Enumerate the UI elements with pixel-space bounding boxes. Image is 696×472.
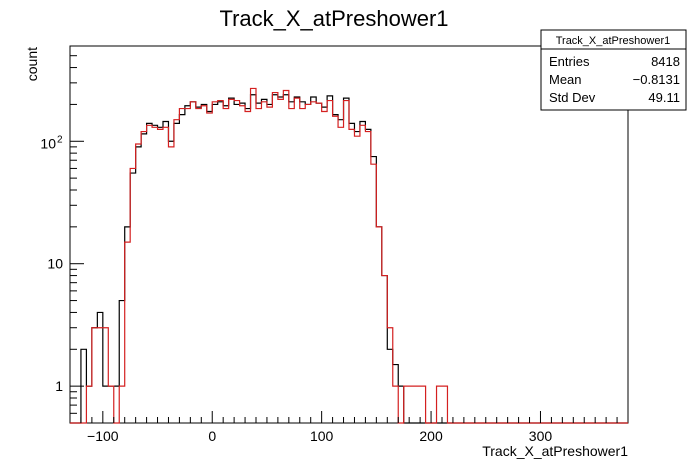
x-tick-label: 300 bbox=[529, 428, 553, 444]
stats-mean-label: Mean bbox=[549, 72, 582, 87]
y-tick-label: 1 bbox=[55, 378, 63, 394]
y-tick-label-exponent: 2 bbox=[57, 134, 63, 145]
x-tick-label: 0 bbox=[208, 428, 216, 444]
stats-mean-value: −0.8131 bbox=[633, 72, 680, 87]
plot-frame bbox=[69, 45, 629, 424]
y-axis-label: count bbox=[24, 47, 40, 81]
stats-box: Track_X_atPreshower1 Entries 8418 Mean −… bbox=[540, 29, 687, 111]
stats-stddev-value: 49.11 bbox=[648, 90, 680, 105]
x-tick-label: 200 bbox=[419, 428, 443, 444]
x-axis-label: Track_X_atPreshower1 bbox=[482, 443, 628, 459]
series-layer bbox=[70, 87, 628, 424]
series-1-histogram-line bbox=[70, 87, 628, 424]
series-0-histogram-line bbox=[70, 94, 628, 424]
stats-box-title: Track_X_atPreshower1 bbox=[556, 35, 671, 47]
stats-stddev-label: Std Dev bbox=[549, 90, 596, 105]
chart-title: Track_X_atPreshower1 bbox=[219, 6, 448, 31]
stats-entries-label: Entries bbox=[549, 54, 590, 69]
y-tick-label: 10 bbox=[47, 256, 63, 272]
x-tick-label: 100 bbox=[310, 428, 334, 444]
y-tick-label: 10 bbox=[40, 135, 56, 151]
stats-entries-value: 8418 bbox=[651, 54, 680, 69]
stats-box-frame bbox=[540, 29, 687, 111]
x-tick-label: −100 bbox=[87, 428, 119, 444]
